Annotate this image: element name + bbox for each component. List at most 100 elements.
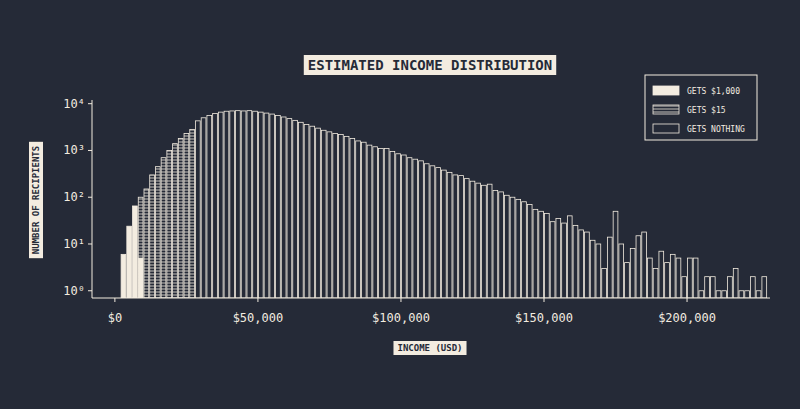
histogram-bar	[379, 149, 384, 298]
histogram-bar	[750, 277, 755, 298]
histogram-bar	[710, 277, 715, 298]
histogram-bar	[625, 263, 630, 298]
histogram-bar	[264, 113, 269, 298]
title-box	[304, 55, 556, 75]
legend-label: GETS NOTHING	[687, 125, 745, 134]
histogram-bar	[636, 236, 641, 298]
histogram-bar	[281, 117, 286, 298]
histogram-bar	[184, 134, 189, 298]
histogram-bar	[247, 111, 252, 298]
histogram-bar	[653, 268, 658, 298]
histogram-bar	[178, 139, 183, 298]
histogram-bar	[373, 147, 378, 298]
histogram-bar	[447, 172, 452, 298]
histogram-bar	[516, 199, 521, 298]
y-tick	[88, 103, 92, 104]
histogram-bar	[533, 209, 538, 298]
histogram-bar	[476, 183, 481, 298]
x-axis-line	[92, 298, 770, 299]
x-axis-label-group: INCOME (USD)	[393, 341, 466, 355]
histogram-bar	[201, 118, 206, 298]
histogram-bar	[327, 132, 332, 298]
histogram-bar	[573, 225, 578, 298]
histogram-bar	[138, 197, 143, 298]
histogram-bar	[510, 197, 515, 298]
y-axis-label-group: NUMBER OF RECIPIENTS	[29, 142, 43, 258]
histogram-bar	[218, 112, 223, 298]
histogram-bar	[333, 134, 338, 298]
histogram-bar	[401, 155, 406, 298]
histogram-bar	[155, 167, 160, 298]
histogram-bar	[287, 119, 292, 298]
histogram-bar	[213, 113, 218, 298]
histogram-bar	[293, 120, 298, 298]
histogram-bar	[407, 158, 412, 298]
y-tick	[88, 197, 92, 198]
histogram-bar	[630, 249, 635, 298]
x-tick-label: $150,000	[515, 311, 573, 325]
histogram-bar	[344, 136, 349, 298]
histogram-bar	[316, 128, 321, 298]
histogram-bar	[396, 154, 401, 298]
histogram-bar	[356, 141, 361, 298]
legend-swatch	[653, 86, 679, 95]
histogram-bar	[613, 211, 618, 298]
histogram-bar	[230, 111, 235, 298]
histogram-bar	[539, 211, 544, 298]
x-tick-label: $0	[108, 311, 122, 325]
histogram-bar	[339, 134, 344, 298]
histogram-bar	[436, 168, 441, 298]
histogram-bar	[424, 164, 429, 298]
histogram-bar	[642, 232, 647, 298]
histogram-bar	[670, 254, 675, 298]
histogram-bar	[144, 189, 149, 298]
histogram-bar	[647, 258, 652, 298]
histogram-bar	[453, 175, 458, 298]
histogram-bar	[361, 142, 366, 298]
y-tick-label: 10⁰	[63, 284, 85, 298]
histogram-bar	[304, 124, 309, 298]
histogram-bar	[258, 112, 263, 298]
y-tick-label: 10⁴	[63, 97, 85, 111]
histogram-bar	[161, 158, 166, 298]
histogram-bar	[596, 244, 601, 298]
histogram-bar	[665, 263, 670, 298]
y-tick-label: 10²	[63, 190, 85, 204]
histogram-bar	[413, 159, 418, 298]
histogram-bar	[550, 222, 555, 298]
histogram-bar	[487, 184, 492, 298]
histogram-bar	[504, 195, 509, 298]
histogram-bar	[676, 258, 681, 298]
x-tick	[687, 298, 688, 302]
histogram-bar	[367, 145, 372, 298]
x-axis-label-box	[393, 341, 466, 355]
histogram-bar	[321, 130, 326, 298]
x-tick-label: $200,000	[658, 311, 716, 325]
histogram-bar	[224, 111, 229, 298]
legend-swatch	[653, 105, 679, 114]
title-group: ESTIMATED INCOME DISTRIBUTION	[304, 55, 556, 75]
histogram-bar	[688, 258, 693, 298]
x-tick	[257, 298, 258, 302]
histogram-bar	[556, 219, 561, 298]
histogram-bar	[705, 277, 710, 298]
x-axis-label: INCOME (USD)	[397, 343, 462, 353]
legend-box	[645, 75, 757, 140]
histogram-bar	[253, 111, 258, 298]
histogram-bar	[527, 204, 532, 298]
histogram-bar	[464, 179, 469, 298]
y-axis-label: NUMBER OF RECIPIENTS	[31, 146, 41, 254]
legend-label: GETS $1,000	[687, 87, 740, 96]
background	[0, 0, 800, 409]
y-axis-label-box	[29, 142, 43, 258]
histogram-bar	[585, 232, 590, 298]
histogram-bar	[470, 181, 475, 298]
histogram-bar	[419, 161, 424, 298]
histogram-bar	[607, 237, 612, 298]
y-tick-label: 10³	[63, 143, 85, 157]
histogram-bar	[733, 268, 738, 298]
histogram-bar	[762, 277, 767, 298]
histogram-bar	[567, 216, 572, 298]
histogram-bar	[133, 206, 138, 298]
histogram-bar	[190, 130, 195, 298]
